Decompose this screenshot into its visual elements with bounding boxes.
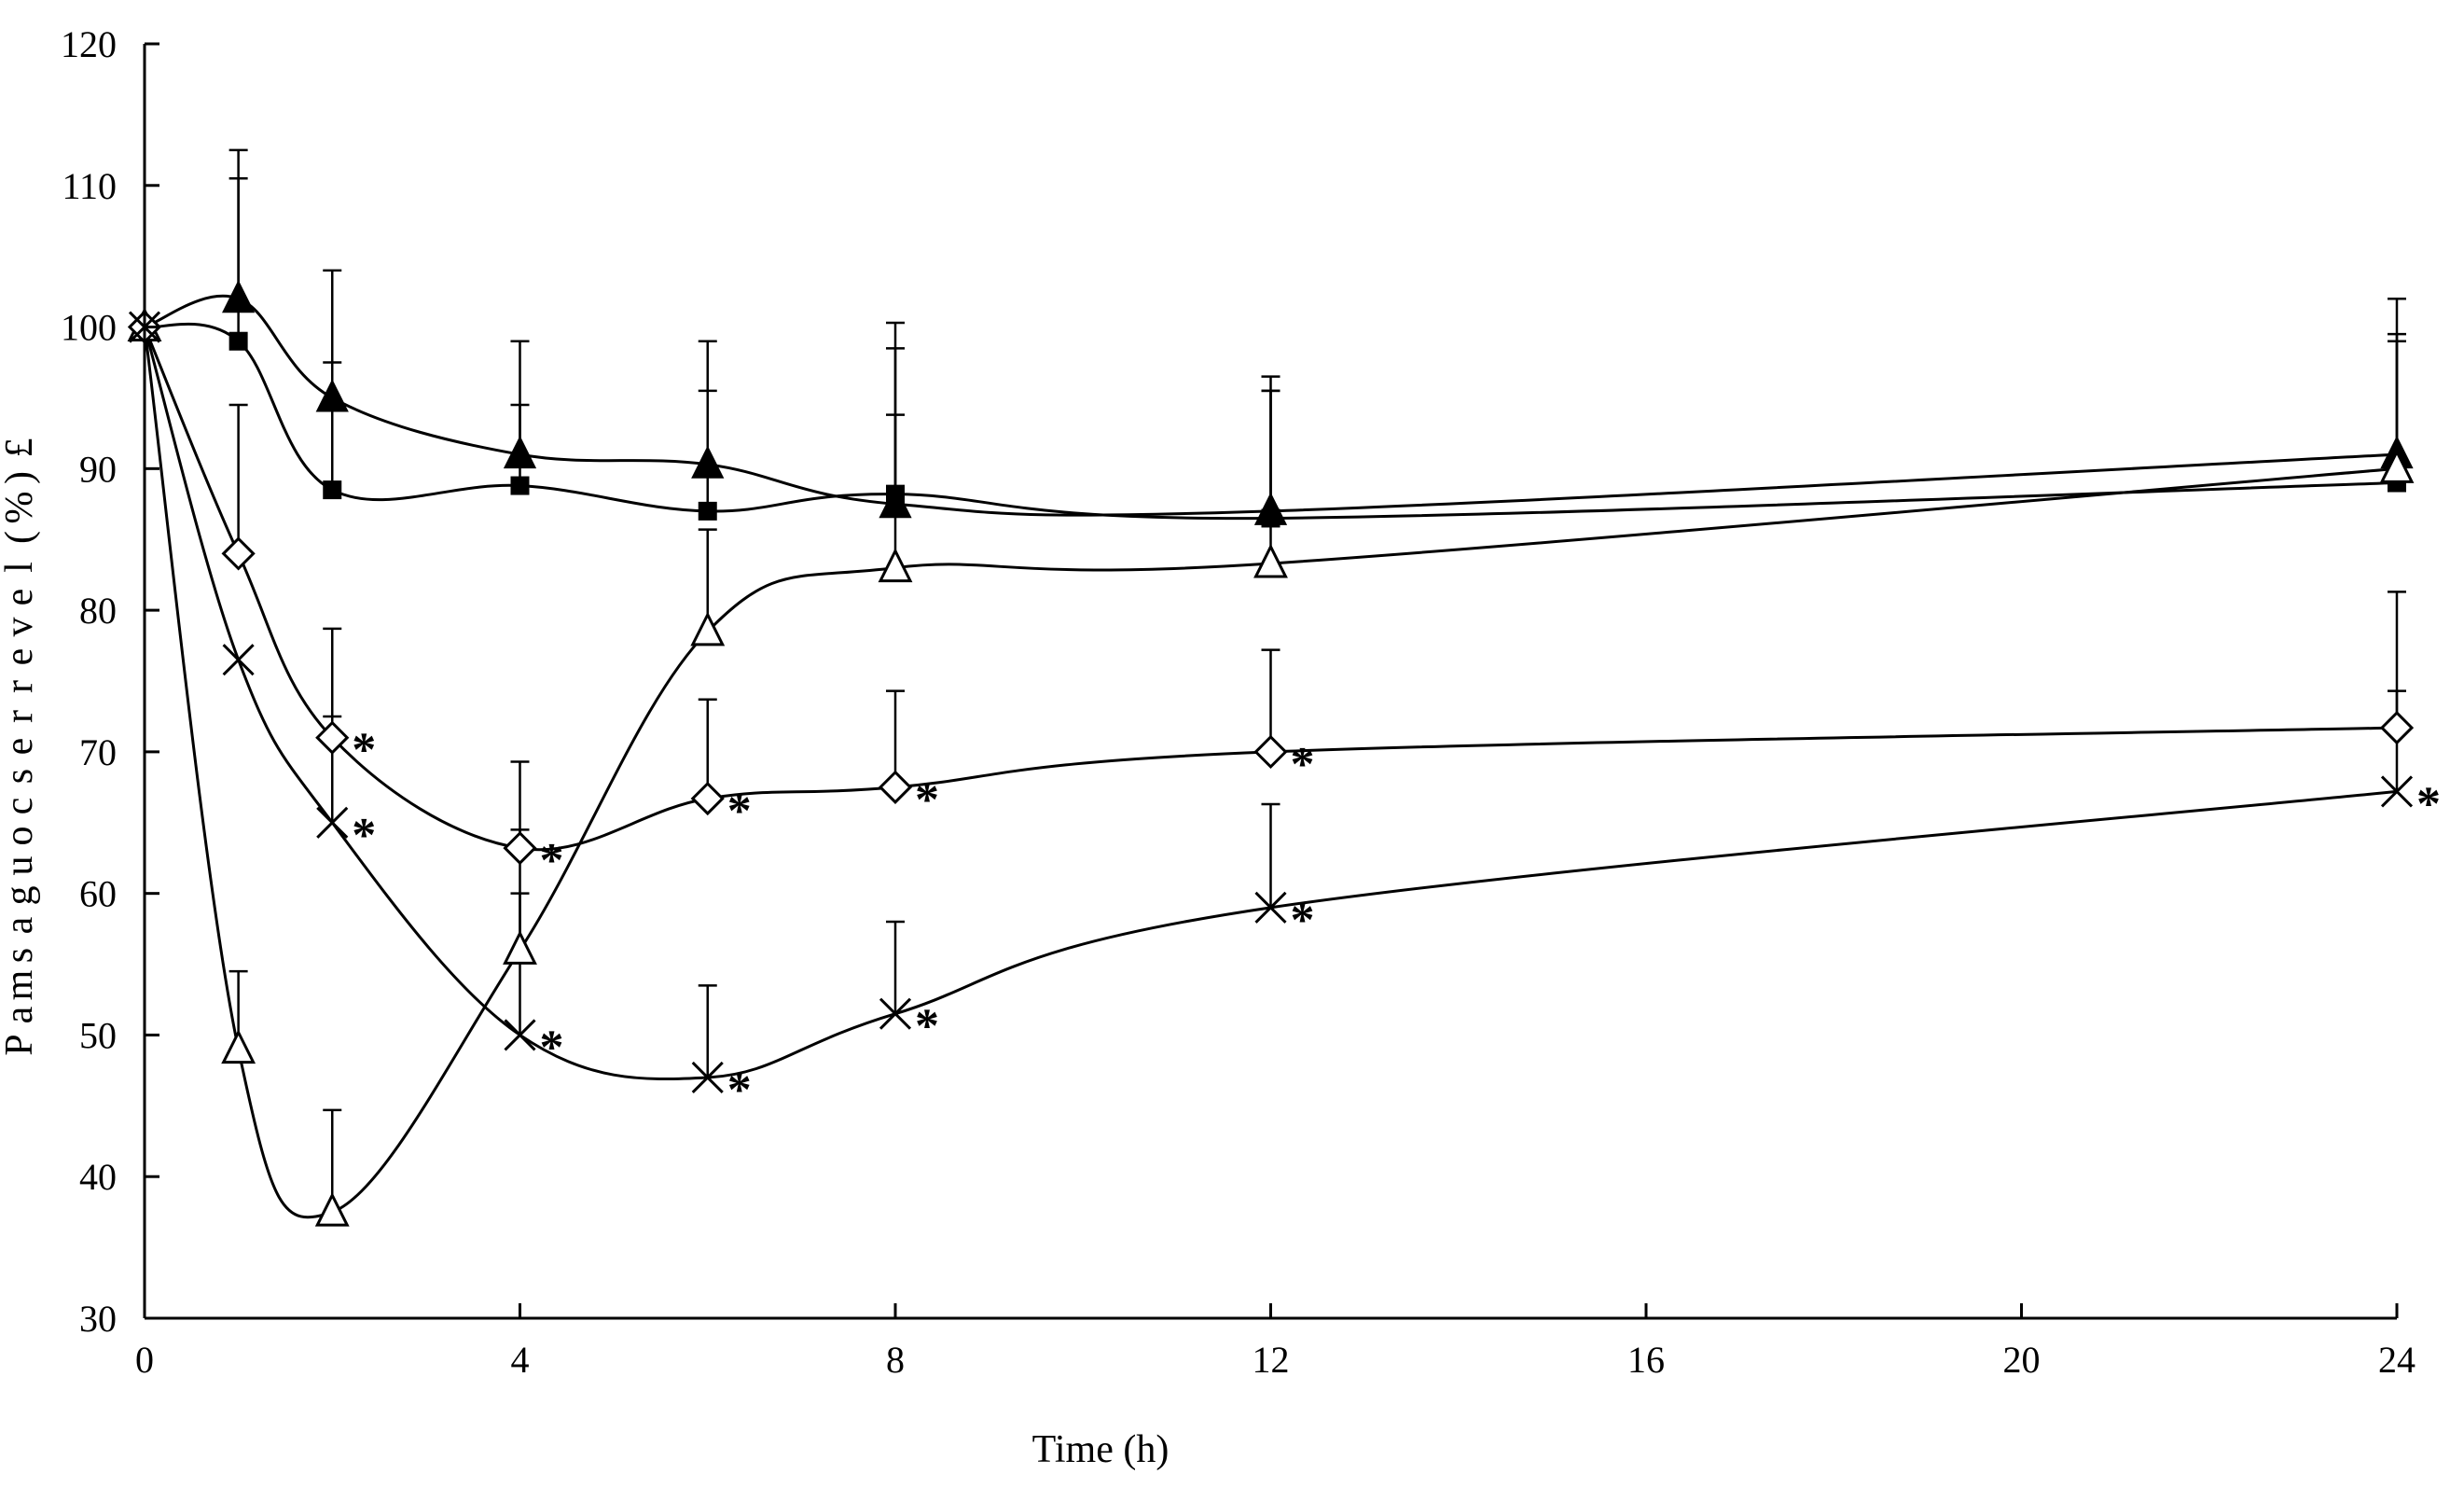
y-axis-title-glyph-4: a (0, 916, 41, 934)
open-diamond-point-2 (315, 720, 350, 755)
filled-triangle-point-4 (503, 435, 537, 469)
y-tick-label-90: 90 (79, 448, 117, 490)
filled-triangle-point-1 (222, 279, 256, 313)
y-tick-label-30: 30 (79, 1298, 117, 1340)
filled-square-point-6 (698, 501, 717, 521)
y-tick-label-110: 110 (62, 165, 117, 207)
cross-point-12 (1254, 891, 1287, 924)
cross-significance-6: * (727, 1064, 752, 1117)
y-axis-title-glyph-18: % (0, 492, 41, 524)
y-tick-label-60: 60 (79, 873, 117, 915)
filled-triangle-point-6 (691, 445, 725, 479)
y-axis-title-glyph-5: g (0, 886, 41, 906)
open-triangle-point-6 (690, 611, 726, 647)
filled-triangle-point-8 (879, 485, 912, 519)
open-diamond-point-4 (503, 830, 537, 866)
y-axis-title-glyph-1: a (0, 1006, 41, 1023)
y-axis-title-glyph-13: e (0, 648, 41, 666)
significance-layer: * * * * * * * * * * * (352, 724, 2441, 1117)
open-diamond-significance-4: * (540, 834, 564, 887)
cross-significance-4: * (540, 1021, 564, 1074)
series-line-filled-square (144, 322, 2398, 521)
y-tick-label-50: 50 (79, 1014, 117, 1056)
y-axis-title-glyph-14: v (0, 618, 41, 637)
x-tick-label-20: 20 (2003, 1339, 2041, 1381)
series-line-open-diamond (143, 326, 2398, 852)
y-axis-title-glyph-12: r (0, 680, 41, 693)
y-axis-title-glyph-17: ( (0, 531, 41, 544)
x-axis-title: Time (h) (1032, 1428, 1170, 1471)
open-diamond-significance-6: * (727, 785, 752, 838)
y-axis-title-glyph-3: s (0, 948, 41, 963)
open-diamond-significance-8: * (915, 773, 939, 827)
cross-significance-2: * (352, 809, 376, 862)
y-axis-title-glyph-9: s (0, 769, 41, 784)
y-tick-label-40: 40 (79, 1156, 117, 1198)
y-axis-title-glyph-16: l (0, 562, 41, 573)
series-line-filled-triangle (144, 294, 2398, 517)
y-axis-title-glyph-19: ) (0, 471, 41, 484)
filled-square-point-2 (323, 480, 342, 500)
open-triangle-point-8 (878, 548, 913, 583)
x-tick-label-4: 4 (511, 1339, 530, 1381)
cross-point-1 (222, 644, 255, 676)
x-tick-label-8: 8 (886, 1339, 905, 1381)
open-diamond-point-1 (221, 536, 256, 571)
cross-significance-12: * (1291, 894, 1315, 947)
cross-point-8 (879, 997, 912, 1030)
cross-point-4 (504, 1019, 536, 1051)
cross-point-24 (2380, 775, 2414, 808)
y-axis-title-glyph-15: e (0, 589, 41, 606)
y-axis-title-glyph-2: m (0, 969, 41, 1000)
open-triangle-point-24 (2379, 448, 2415, 483)
y-tick-label-80: 80 (79, 590, 117, 632)
open-triangle-point-12 (1253, 543, 1288, 578)
x-tick-label-24: 24 (2378, 1339, 2416, 1381)
y-axis-title-glyph-10: e (0, 738, 41, 756)
filled-triangle-point-12 (1253, 492, 1288, 525)
open-triangle-point-4 (503, 930, 537, 965)
markers-layer (127, 279, 2415, 1227)
y-axis-title-glyph-7: o (0, 827, 41, 846)
x-ticks: 0 4 8 12 16 20 24 (135, 1303, 2416, 1381)
open-diamond-point-8 (878, 770, 913, 804)
cross-point-6 (691, 1061, 724, 1094)
open-diamond-significance-2: * (352, 724, 376, 777)
filled-square-point-1 (228, 331, 248, 351)
cross-point-2 (316, 806, 349, 839)
error-bars-layer (228, 148, 2406, 1213)
open-diamond-significance-12: * (1291, 738, 1315, 791)
open-triangle-point-1 (221, 1029, 256, 1064)
x-tick-label-12: 12 (1253, 1339, 1290, 1381)
open-diamond-point-12 (1253, 734, 1288, 770)
filled-square-point-4 (510, 476, 530, 495)
open-diamond-point-24 (2379, 710, 2415, 745)
x-tick-label-0: 0 (135, 1339, 154, 1381)
y-tick-label-70: 70 (79, 731, 117, 773)
y-axis-title-glyph-8: c (0, 798, 41, 815)
y-axis-title-glyph-20: £ (0, 438, 41, 458)
cross-significance-8: * (915, 1000, 939, 1053)
x-tick-label-16: 16 (1627, 1339, 1665, 1381)
y-tick-label-120: 120 (61, 23, 117, 65)
y-axis-title-glyph-11: r (0, 710, 41, 723)
y-ticks: 30 40 50 60 70 80 90 100 110 120 (61, 23, 159, 1340)
open-diamond-point-6 (690, 781, 725, 816)
y-axis-title-glyph-0: P (0, 1034, 41, 1055)
cross-significance-24: * (2416, 777, 2441, 830)
y-tick-label-100: 100 (61, 307, 117, 349)
filled-triangle-point-2 (315, 379, 349, 412)
y-axis-title-glyph-6: u (0, 856, 41, 876)
open-triangle-point-2 (314, 1191, 350, 1227)
